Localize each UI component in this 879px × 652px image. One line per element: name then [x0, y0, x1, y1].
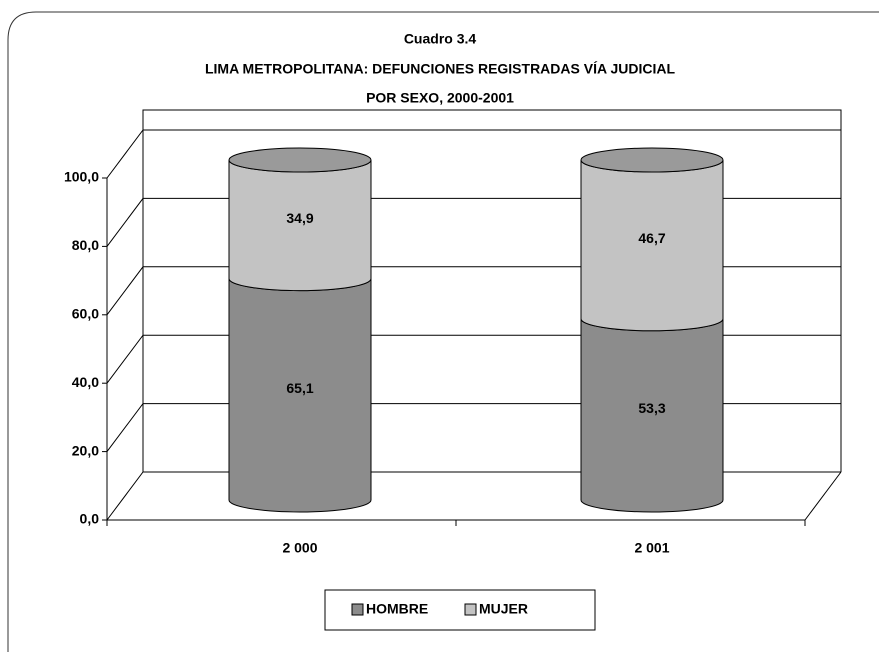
grid-line: [106, 129, 841, 179]
grid-line: [106, 471, 841, 521]
floor-edge: [804, 471, 842, 521]
cylinder-cap: [580, 147, 724, 173]
x-tick-label: 2 000: [282, 540, 317, 556]
value-label: 53,3: [638, 400, 665, 416]
back-wall: [142, 109, 842, 472]
y-tick-label: 20,0: [72, 442, 99, 458]
x-tick-label: 2 001: [634, 540, 669, 556]
legend-box: [324, 589, 596, 631]
grid-line: [106, 334, 841, 384]
frame: [7, 11, 879, 652]
grid-line: [106, 197, 841, 247]
chart-title: Cuadro 3.4: [404, 31, 477, 47]
y-tick-label: 80,0: [72, 237, 99, 253]
y-tick-label: 100,0: [64, 169, 99, 185]
legend-label: HOMBRE: [366, 601, 428, 617]
chart-title: POR SEXO, 2000-2001: [366, 90, 514, 106]
value-label: 34,9: [286, 210, 313, 226]
legend-label: MUJER: [479, 601, 528, 617]
grid-line: [106, 266, 841, 316]
cylinder-cap: [228, 147, 372, 173]
legend-swatch: [464, 603, 477, 616]
chart-title: LIMA METROPOLITANA: DEFUNCIONES REGISTRA…: [205, 61, 675, 77]
value-label: 65,1: [286, 380, 313, 396]
y-tick-label: 60,0: [72, 306, 99, 322]
value-label: 46,7: [638, 230, 665, 246]
y-tick-label: 0,0: [80, 511, 100, 527]
grid-line: [106, 403, 841, 452]
y-tick-label: 40,0: [72, 374, 99, 390]
legend-swatch: [351, 603, 364, 616]
